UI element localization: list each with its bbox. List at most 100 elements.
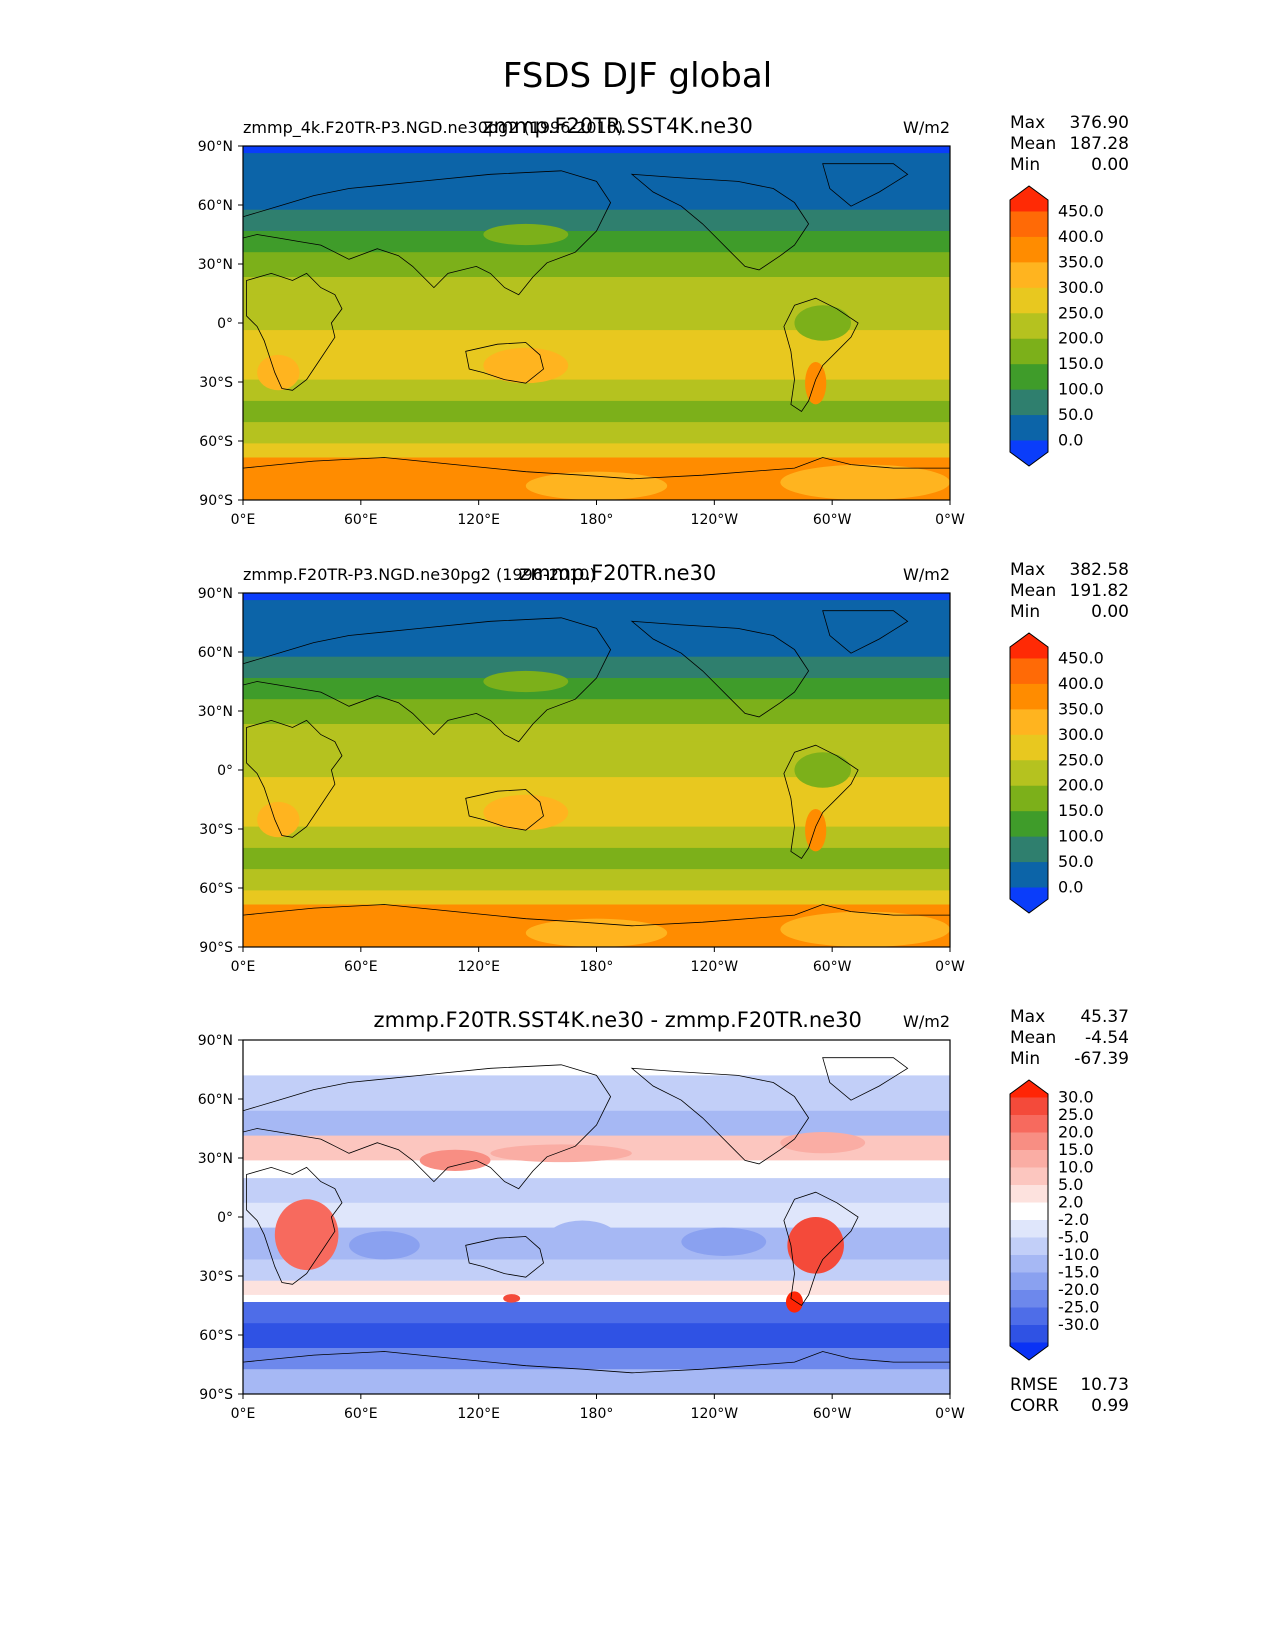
colorbar-extend-top [1010, 633, 1048, 659]
colorbar-segment [1010, 1220, 1048, 1238]
colorbar-segment [1010, 1202, 1048, 1221]
lon-tick-label: 180° [580, 512, 614, 528]
coastline-samerica [783, 297, 859, 413]
colorbar-tick-label: 200.0 [1058, 776, 1104, 795]
lat-tick-label: 90°S [199, 940, 233, 956]
lon-tick-label: 60°W [813, 959, 852, 975]
contour-band [243, 724, 950, 743]
stat-label-mean: Mean [1010, 1028, 1056, 1048]
coastline-greenland [822, 1057, 909, 1101]
contour-band [243, 379, 950, 402]
lat-tick-label: 30°S [199, 375, 233, 391]
contour-band [243, 252, 950, 278]
lon-tick-label: 0°E [231, 959, 256, 975]
colorbar-segment [1010, 262, 1048, 289]
colorbar-extend-bottom [1010, 1342, 1048, 1360]
contour-band [243, 1178, 950, 1204]
colorbar-tick-label: 200.0 [1058, 329, 1104, 348]
colorbar-segment [1010, 313, 1048, 340]
colorbar-tick-label: 0.0 [1058, 878, 1083, 897]
coastline-australia [465, 342, 544, 384]
colorbar-extend-top [1010, 186, 1048, 212]
coastline-australia [465, 1236, 544, 1278]
stat-label-max: Max [1010, 113, 1045, 133]
lat-tick-label: 90°S [199, 493, 233, 509]
stat-label-mean: Mean [1010, 581, 1056, 601]
colorbar-outline [1009, 632, 1049, 914]
contour-band [243, 231, 950, 253]
figure-title: FSDS DJF global [502, 56, 773, 96]
colorbar-segment [1010, 1307, 1048, 1326]
colorbar-tick-label: -2.0 [1058, 1210, 1089, 1229]
colorbar-tick-label: 250.0 [1058, 750, 1104, 769]
contour-band [243, 209, 950, 232]
colorbar-segment [1010, 1237, 1048, 1256]
contour-patch [794, 752, 852, 788]
contour-band [243, 699, 950, 725]
contour-patch [483, 794, 569, 831]
colorbar-tick-label: 350.0 [1058, 699, 1104, 718]
lat-tick-label: 60°N [198, 1092, 233, 1108]
stat-value-max: 376.90 [1070, 113, 1129, 133]
colorbar-segment [1010, 836, 1048, 863]
contour-patch [805, 808, 827, 852]
stat-label-max: Max [1010, 1007, 1045, 1027]
units-label: W/m2 [903, 565, 950, 584]
stat-label-min: Min [1010, 1049, 1040, 1069]
colorbar-extend-top [1010, 1080, 1048, 1098]
contour-band [243, 1075, 950, 1112]
stat-value-max: 45.37 [1080, 1007, 1129, 1027]
colorbar-tick-label: 10.0 [1058, 1158, 1094, 1177]
map-area-1 [243, 146, 950, 500]
colorbar-segment [1010, 1167, 1048, 1186]
colorbar-segment [1010, 862, 1048, 889]
stat-value-min: 0.00 [1091, 155, 1129, 175]
contour-band [243, 847, 950, 870]
colorbar-tick-label: -10.0 [1058, 1245, 1099, 1264]
lon-tick-label: 180° [580, 959, 614, 975]
colorbar-tick-label: -25.0 [1058, 1298, 1099, 1317]
lon-tick-label: 60°E [344, 512, 378, 528]
colorbar-outline [1009, 1079, 1049, 1361]
case-title: zmmp.F20TR.SST4K.ne30 [483, 114, 753, 138]
colorbar-segment [1010, 760, 1048, 787]
colorbar-segment [1010, 1097, 1048, 1116]
contour-band [243, 1280, 950, 1296]
lon-tick-label: 0°W [935, 959, 965, 975]
lat-tick-label: 60°N [198, 645, 233, 661]
lon-tick-label: 0°W [935, 1406, 965, 1422]
colorbar-1: 450.0 400.0 350.0 300.0 250.0 200.0 150.0 100.0… [1009, 185, 1104, 467]
coastline-antarctica [243, 457, 950, 500]
colorbar-segment [1010, 1185, 1048, 1203]
stat-label-max: Max [1010, 560, 1045, 580]
stat-value-rmse: 10.73 [1080, 1375, 1129, 1395]
contour-patch [257, 801, 300, 838]
stat-value-mean: -4.54 [1085, 1028, 1129, 1048]
lat-tick-label: 30°N [198, 257, 233, 273]
map-area-3 [243, 1040, 950, 1394]
stat-label-mean: Mean [1010, 134, 1056, 154]
colorbar-segment [1010, 658, 1048, 685]
colorbar-tick-label: 150.0 [1058, 801, 1104, 820]
contour-patch [490, 1144, 632, 1163]
coastline-namerica [630, 1067, 810, 1165]
colorbar-segment [1010, 338, 1048, 365]
stat-value-corr: 0.99 [1091, 1396, 1129, 1416]
contour-patch [503, 1294, 521, 1303]
contour-patch [483, 223, 569, 246]
contour-band [243, 777, 950, 828]
contour-band [243, 443, 950, 459]
colorbar-segment [1010, 287, 1048, 314]
colorbar-tick-label: 50.0 [1058, 852, 1094, 871]
coastline-greenland [822, 610, 909, 654]
lon-tick-label: 0°E [231, 512, 256, 528]
contour-patch [547, 1220, 618, 1256]
colorbar-tick-label: 100.0 [1058, 827, 1104, 846]
contour-band [243, 330, 950, 381]
lat-tick-label: 0° [217, 763, 233, 779]
contour-band [243, 1302, 950, 1324]
coastline-namerica [630, 620, 810, 718]
colorbar-tick-label: 5.0 [1058, 1175, 1083, 1194]
contour-patch [274, 1199, 339, 1271]
coastline-australia [465, 789, 544, 831]
